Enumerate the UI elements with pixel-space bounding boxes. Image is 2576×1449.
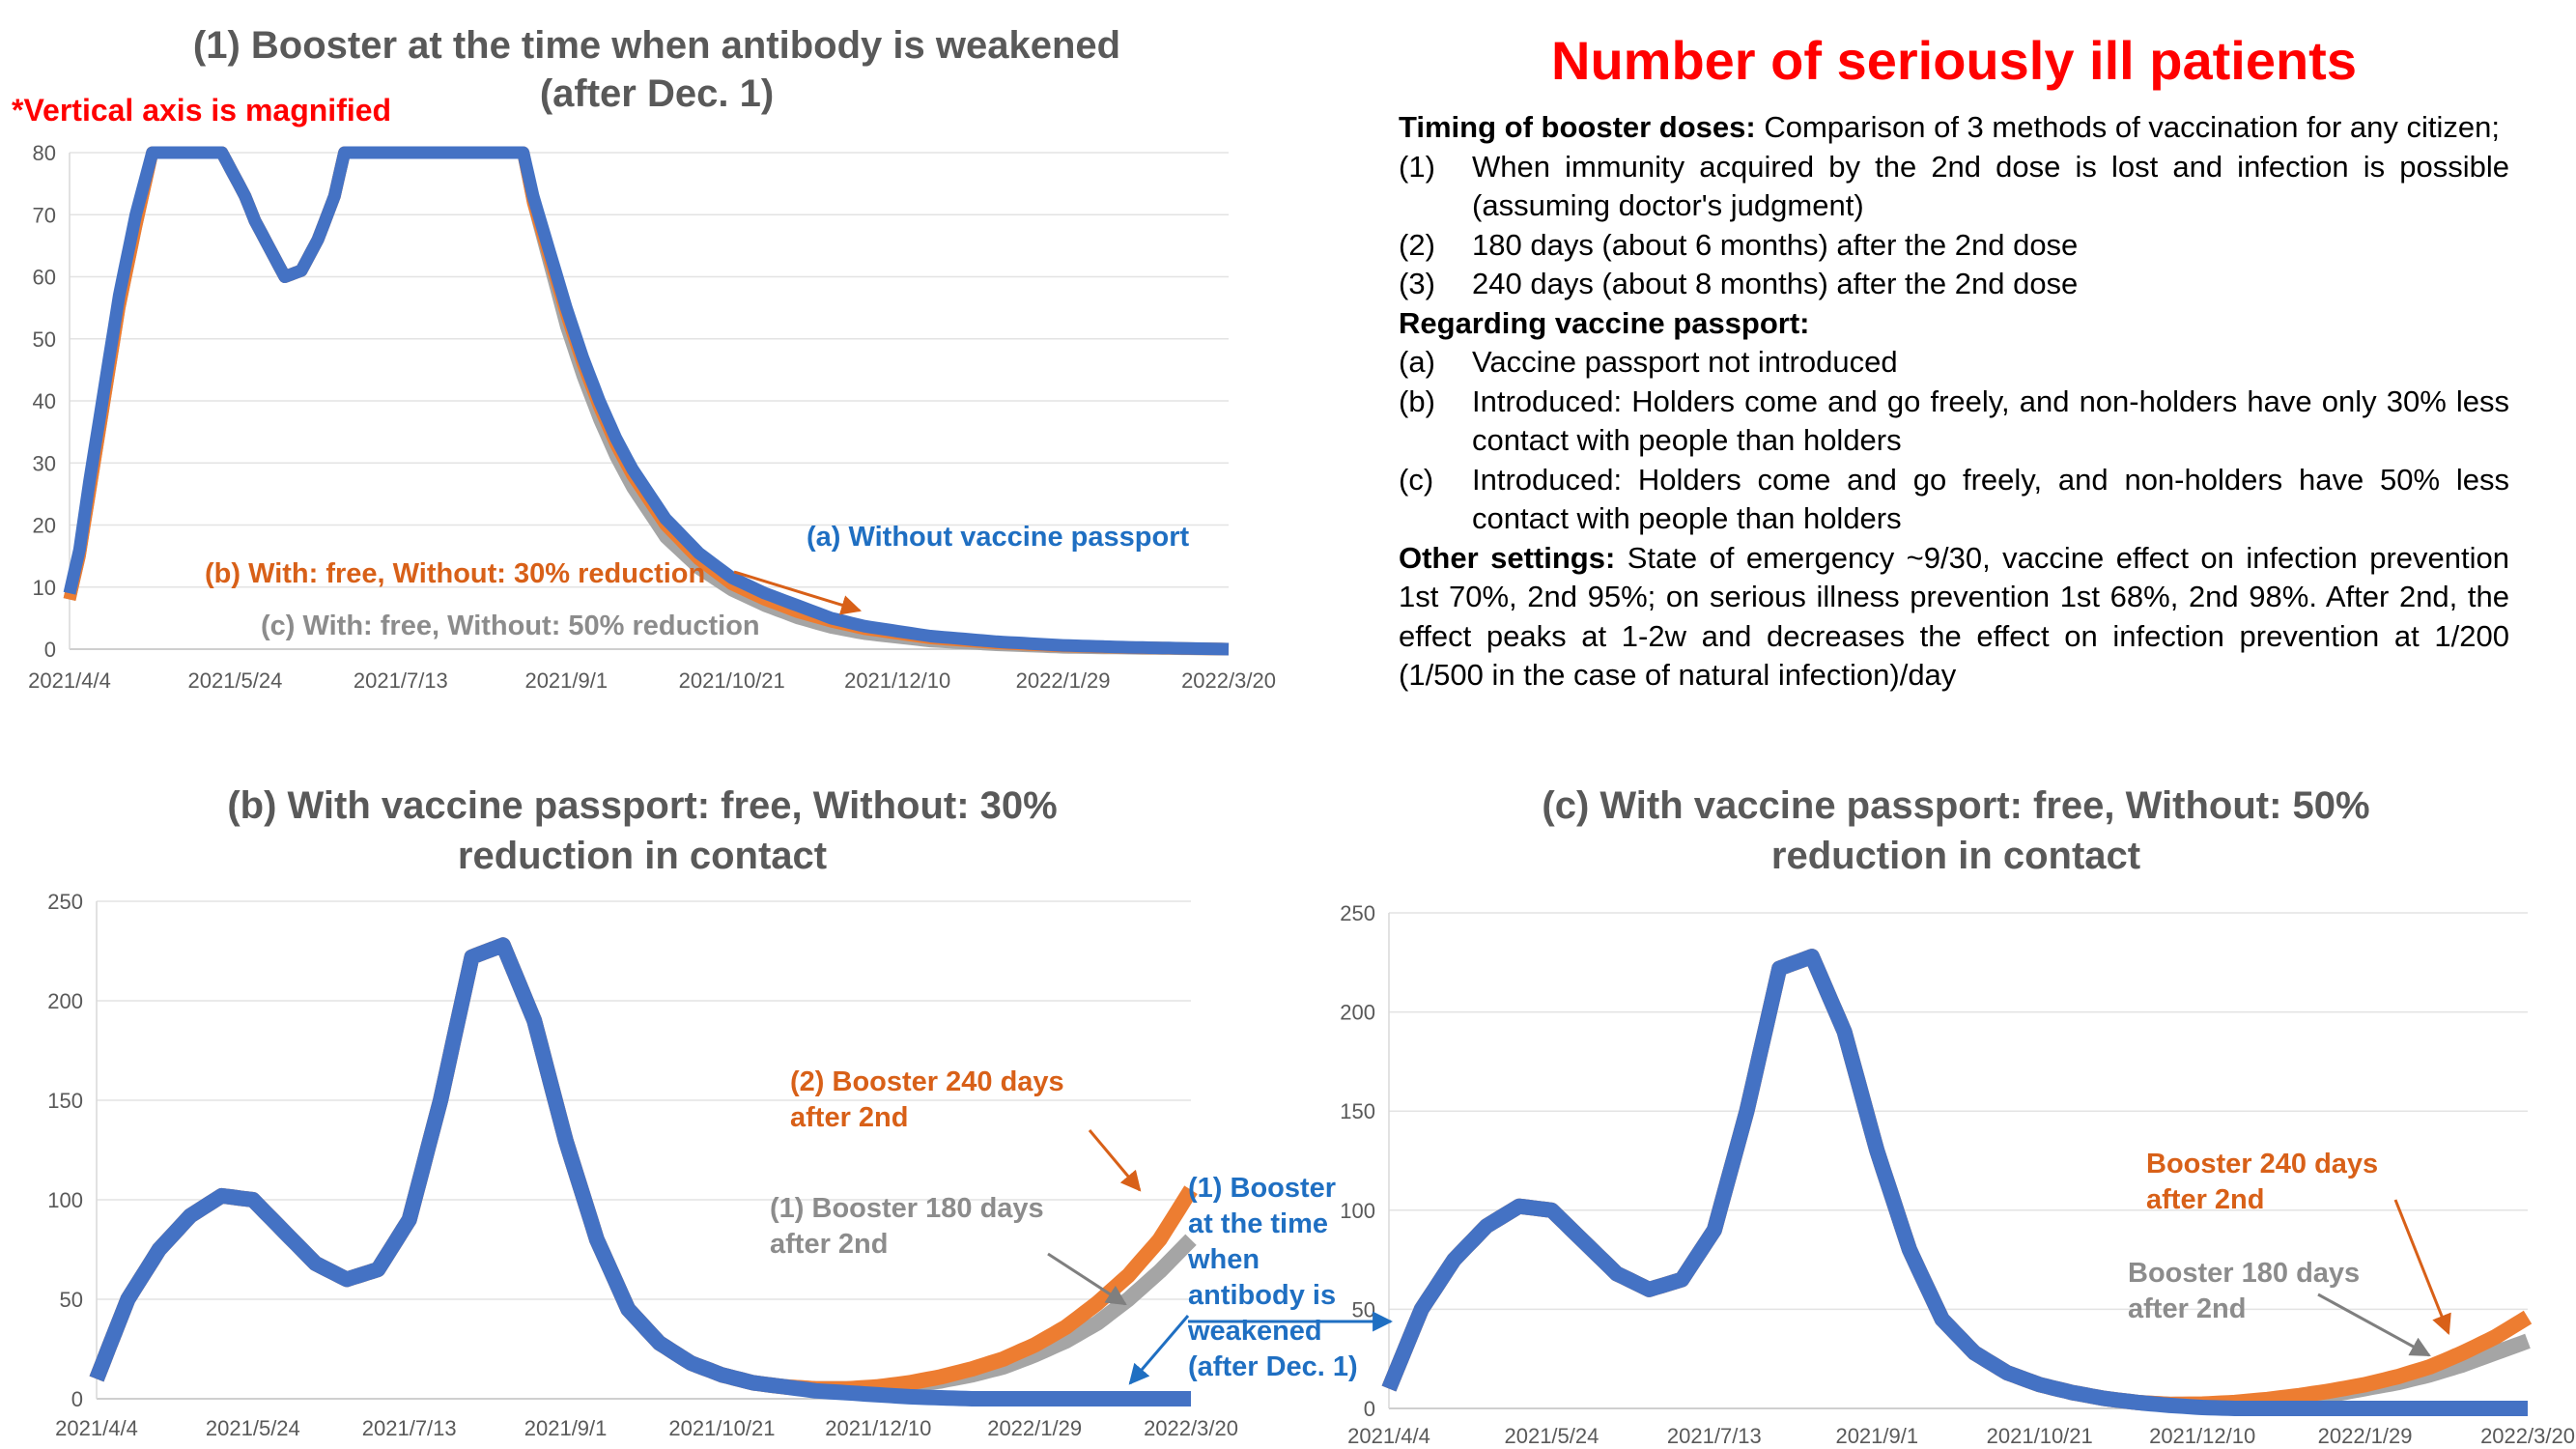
timing-item: (3) 240 days (about 8 months) after the 2… — [1399, 267, 2079, 300]
chart1-annotation-a: (a) Without vaccine passport — [807, 522, 1190, 553]
chart2-annotation-gray: (1) Booster 180 days after 2nd — [770, 1193, 1044, 1260]
chart1-annotation-c: (c) With: free, Without: 50% reduction — [261, 611, 760, 641]
y-tick-label: 100 — [1340, 1199, 1375, 1223]
x-tick-label: 2022/3/20 — [2480, 1424, 2575, 1448]
other-settings-paragraph: Other settings: State of emergency ~9/30… — [1399, 539, 2509, 696]
x-tick-label: 2021/7/13 — [1667, 1424, 1762, 1448]
annotation-arrow-gray — [1047, 1252, 1127, 1306]
timing-item: (2) 180 days (about 6 months) after the 2… — [1399, 227, 2079, 262]
x-tick-label: 2021/10/21 — [679, 668, 785, 693]
other-text: State of emergency ~9/30, vaccine effect… — [1399, 540, 2509, 693]
annotation-arrow-gray — [2317, 1293, 2431, 1357]
y-tick-label: 0 — [71, 1387, 83, 1411]
annotation-arrow-orange — [1088, 1129, 1142, 1192]
x-tick-label: 2021/12/10 — [2149, 1424, 2255, 1448]
x-tick-label: 2021/4/4 — [1347, 1424, 1430, 1448]
chart2-title: (b) With vaccine passport: free, Without… — [39, 781, 1246, 881]
chart1-axis-note: *Vertical axis is magnified — [12, 93, 392, 128]
x-tick-label: 2021/9/1 — [1835, 1424, 1918, 1448]
passport-heading: Regarding vaccine passport: — [1399, 305, 1810, 340]
x-tick-label: 2021/7/13 — [354, 668, 448, 693]
y-tick-label: 0 — [44, 638, 56, 662]
chart1-svg-group: 0 10 20 30 40 50 60 70 80 2021/4/4 2021/5/24 2021/7… — [28, 141, 1276, 693]
annotation-arrow-orange — [2393, 1199, 2451, 1335]
series-line-blue — [89, 937, 1193, 1406]
y-tick-label: 80 — [33, 141, 56, 165]
chart3-title-line2: reduction in contact — [1770, 835, 2141, 877]
y-tick-label: 30 — [33, 451, 56, 475]
chart3-annotation-gray: Booster 180 days after 2nd — [2128, 1258, 2361, 1324]
x-tick-label: 2021/5/24 — [1504, 1424, 1599, 1448]
chart2-annotation-blue: (1) Booster at the time when antibody is… — [1188, 1173, 1358, 1382]
y-tick-label: 150 — [1340, 1099, 1375, 1123]
series-line-blue — [1381, 949, 2530, 1416]
y-tick-label: 0 — [1364, 1397, 1375, 1421]
y-tick-label: 250 — [47, 890, 83, 914]
passport-item: (b) Introduced: Holders come and go freel… — [1399, 384, 2509, 458]
chart2-svg-group: 0 50 100 150 200 250 2021/4/4 2021/5/24 2021/7/1… — [47, 890, 1238, 1440]
y-tick-label: 50 — [60, 1288, 83, 1312]
x-tick-label: 2021/7/13 — [362, 1416, 457, 1440]
x-tick-label: 2021/5/24 — [187, 668, 282, 693]
x-tick-label: 2021/4/4 — [55, 1416, 138, 1440]
y-tick-label: 150 — [47, 1089, 83, 1113]
x-tick-label: 2021/5/24 — [206, 1416, 300, 1440]
settings-panel: Timing of booster doses: Comparison of 3… — [1399, 108, 2509, 696]
chart3-annotation-orange: Booster 240 days after 2nd — [2146, 1149, 2379, 1215]
x-tick-label: 2022/1/29 — [987, 1416, 1082, 1440]
x-tick-label: 2021/12/10 — [825, 1416, 931, 1440]
series-line-a — [63, 146, 1230, 656]
timing-heading: Timing of booster doses: — [1399, 110, 1756, 144]
y-tick-label: 10 — [33, 576, 56, 600]
chart1-title-line1: (1) Booster at the time when antibody is… — [192, 24, 1121, 67]
other-heading: Other settings: — [1399, 540, 1616, 575]
x-tick-label: 2022/1/29 — [2318, 1424, 2413, 1448]
x-tick-label: 2021/9/1 — [524, 668, 608, 693]
y-tick-label: 100 — [47, 1188, 83, 1212]
passport-item: (c) Introduced: Holders come and go freel… — [1399, 462, 2509, 536]
y-tick-label: 200 — [1340, 1001, 1375, 1025]
chart2-title-line2: reduction in contact — [457, 835, 828, 877]
y-tick-label: 50 — [33, 327, 56, 352]
passport-item: (a) Vaccine passport not introduced — [1399, 345, 1898, 379]
x-tick-label: 2022/3/20 — [1181, 668, 1276, 693]
x-tick-label: 2021/12/10 — [844, 668, 950, 693]
y-tick-label: 20 — [33, 514, 56, 538]
chart1-title: (1) Booster at the time when antibody is… — [39, 21, 1275, 118]
x-tick-label: 2022/3/20 — [1144, 1416, 1238, 1440]
x-tick-label: 2021/10/21 — [1987, 1424, 2093, 1448]
panel-title: Number of seriously ill patients — [1551, 30, 2357, 91]
y-tick-label: 250 — [1340, 901, 1375, 925]
chart3-title-line1: (c) With vaccine passport: free, Without… — [1542, 784, 2370, 827]
y-tick-label: 40 — [33, 389, 56, 413]
y-tick-label: 70 — [33, 203, 56, 227]
chart2-annotation-orange: (2) Booster 240 days after 2nd — [790, 1066, 1064, 1133]
annotation-arrow-blue — [1128, 1315, 1190, 1385]
annotation-arrow-orange — [733, 570, 863, 615]
chart3-svg-group: 0 50 100 150 200 250 2021/4/4 2021/5/24 2021/7/1… — [1340, 901, 2575, 1448]
x-tick-label: 2022/1/29 — [1016, 668, 1111, 693]
timing-paragraph: Timing of booster doses: Comparison of 3… — [1399, 108, 2509, 148]
y-tick-label: 200 — [47, 989, 83, 1013]
x-tick-label: 2021/9/1 — [524, 1416, 608, 1440]
chart3-title: (c) With vaccine passport: free, Without… — [1352, 781, 2560, 881]
chart2-title-line1: (b) With vaccine passport: free, Without… — [227, 784, 1058, 827]
x-tick-label: 2021/10/21 — [668, 1416, 775, 1440]
timing-item: (1) When immunity acquired by the 2nd dos… — [1399, 149, 2509, 223]
x-tick-label: 2021/4/4 — [28, 668, 111, 693]
y-tick-label: 60 — [33, 266, 56, 290]
chart1-annotation-b: (b) With: free, Without: 30% reduction — [205, 558, 706, 589]
y-tick-label: 50 — [1352, 1297, 1375, 1321]
timing-text: Comparison of 3 methods of vaccination f… — [1755, 110, 2500, 144]
chart1-title-line2: (after Dec. 1) — [539, 72, 775, 115]
